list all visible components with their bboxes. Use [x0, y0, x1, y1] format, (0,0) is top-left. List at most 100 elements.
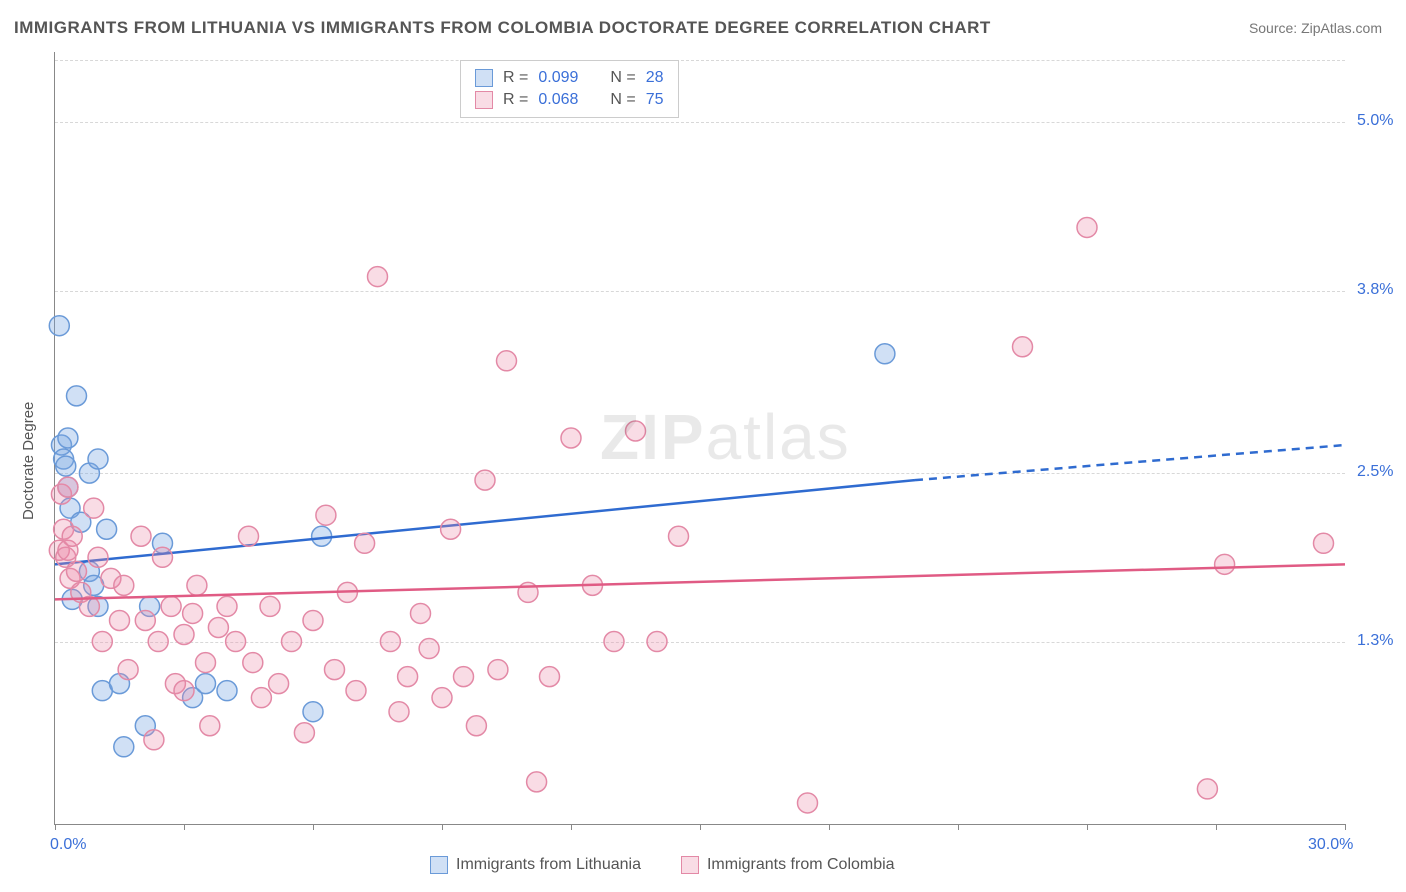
scatter-point	[303, 702, 323, 722]
legend-n-value: 75	[646, 89, 664, 111]
scatter-point	[118, 660, 138, 680]
scatter-point	[626, 421, 646, 441]
scatter-point	[798, 793, 818, 813]
scatter-point	[488, 660, 508, 680]
scatter-point	[114, 737, 134, 757]
scatter-point	[67, 561, 87, 581]
legend-series: Immigrants from Lithuania Immigrants from…	[430, 856, 895, 874]
scatter-point	[239, 526, 259, 546]
scatter-point	[1314, 533, 1334, 553]
scatter-point	[97, 519, 117, 539]
scatter-point	[196, 653, 216, 673]
scatter-point	[58, 477, 78, 497]
scatter-point	[312, 526, 332, 546]
scatter-point	[200, 716, 220, 736]
scatter-point	[208, 617, 228, 637]
legend-stats: R =0.099N =28R =0.068N =75	[460, 60, 679, 118]
legend-swatch	[475, 69, 493, 87]
source-label: Source: ZipAtlas.com	[1249, 20, 1382, 36]
plot-area: 1.3%2.5%3.8%5.0%	[54, 52, 1345, 825]
scatter-point	[604, 632, 624, 652]
scatter-point	[88, 547, 108, 567]
scatter-point	[303, 610, 323, 630]
x-tick	[442, 824, 443, 830]
scatter-point	[183, 603, 203, 623]
scatter-point	[269, 674, 289, 694]
legend-swatch	[681, 856, 699, 874]
y-tick-label: 5.0%	[1357, 112, 1393, 130]
legend-series-item: Immigrants from Lithuania	[430, 856, 641, 874]
y-axis-label: Doctorate Degree	[20, 402, 37, 520]
scatter-point	[92, 632, 112, 652]
scatter-point	[251, 688, 271, 708]
scatter-point	[647, 632, 667, 652]
scatter-point	[1077, 217, 1097, 237]
scatter-point	[226, 632, 246, 652]
x-tick	[313, 824, 314, 830]
scatter-point	[1215, 554, 1235, 574]
y-tick-label: 3.8%	[1357, 281, 1393, 299]
x-tick	[1345, 824, 1346, 830]
legend-stats-row: R =0.099N =28	[475, 67, 664, 89]
legend-series-label: Immigrants from Colombia	[707, 856, 895, 874]
scatter-point	[110, 610, 130, 630]
scatter-point	[131, 526, 151, 546]
scatter-point	[161, 596, 181, 616]
x-tick	[1087, 824, 1088, 830]
scatter-point	[497, 351, 517, 371]
legend-swatch	[475, 91, 493, 109]
scatter-point	[398, 667, 418, 687]
x-max-label: 30.0%	[1308, 836, 1353, 854]
scatter-point	[153, 547, 173, 567]
x-tick	[829, 824, 830, 830]
chart-svg	[55, 52, 1345, 824]
x-tick	[1216, 824, 1217, 830]
scatter-point	[217, 681, 237, 701]
scatter-point	[1013, 337, 1033, 357]
scatter-point	[62, 526, 82, 546]
scatter-point	[419, 639, 439, 659]
legend-series-label: Immigrants from Lithuania	[456, 856, 641, 874]
scatter-point	[144, 730, 164, 750]
scatter-point	[475, 470, 495, 490]
scatter-point	[561, 428, 581, 448]
legend-stats-row: R = 0.068 N = 75	[475, 89, 664, 111]
scatter-point	[67, 386, 87, 406]
scatter-point	[148, 632, 168, 652]
x-tick	[700, 824, 701, 830]
legend-r-label: R =	[503, 89, 528, 111]
scatter-point	[187, 575, 207, 595]
scatter-point	[669, 526, 689, 546]
scatter-point	[243, 653, 263, 673]
scatter-point	[368, 267, 388, 287]
scatter-point	[527, 772, 547, 792]
scatter-point	[540, 667, 560, 687]
scatter-point	[196, 674, 216, 694]
scatter-point	[432, 688, 452, 708]
scatter-point	[346, 681, 366, 701]
legend-r-value: 0.068	[538, 89, 578, 111]
legend-n-label: N =	[610, 89, 635, 111]
scatter-point	[1197, 779, 1217, 799]
scatter-point	[380, 632, 400, 652]
scatter-point	[454, 667, 474, 687]
scatter-point	[875, 344, 895, 364]
scatter-point	[49, 316, 69, 336]
scatter-point	[441, 519, 461, 539]
x-tick	[571, 824, 572, 830]
scatter-point	[114, 575, 134, 595]
legend-series-item: Immigrants from Colombia	[681, 856, 895, 874]
legend-swatch	[430, 856, 448, 874]
scatter-point	[294, 723, 314, 743]
x-tick	[184, 824, 185, 830]
scatter-point	[411, 603, 431, 623]
legend-n-label: N =	[610, 67, 635, 89]
scatter-point	[355, 533, 375, 553]
legend-r-label: R =	[503, 67, 528, 89]
scatter-point	[389, 702, 409, 722]
scatter-point	[466, 716, 486, 736]
x-min-label: 0.0%	[50, 836, 86, 854]
legend-n-value: 28	[646, 67, 664, 89]
scatter-point	[174, 681, 194, 701]
y-tick-label: 2.5%	[1357, 463, 1393, 481]
